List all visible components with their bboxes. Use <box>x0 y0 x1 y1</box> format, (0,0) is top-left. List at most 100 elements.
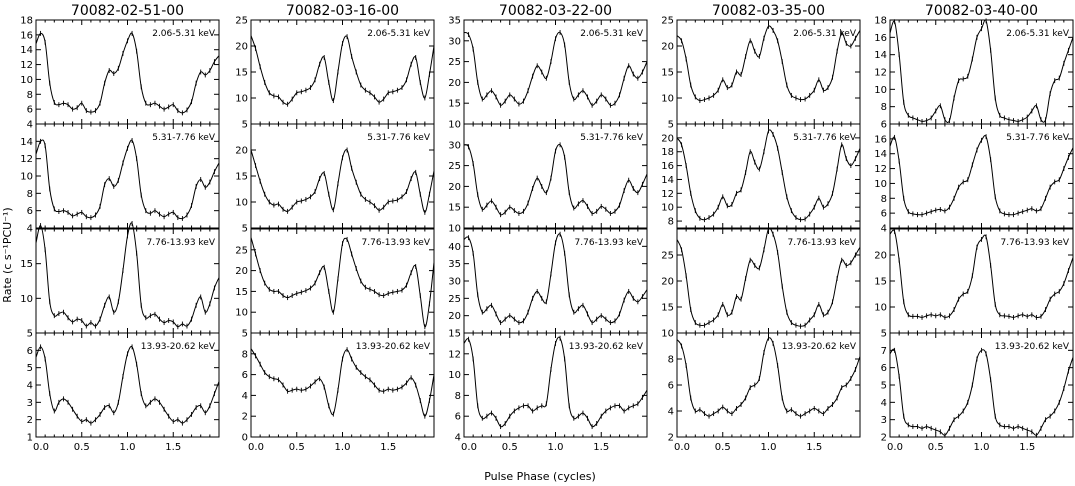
energy-band-label: 13.93-20.62 keV <box>141 342 216 352</box>
y-tick-label: 12 <box>661 189 674 200</box>
y-tick-label: 2 <box>668 433 674 444</box>
x-tick-label: 0.5 <box>928 442 944 453</box>
y-tick-label: 8 <box>881 102 887 113</box>
panel: 10 15 20 25 30 35 2.06-5.31 keV <box>448 16 648 131</box>
y-tick-label: 15 <box>874 277 887 288</box>
y-tick-label: 20 <box>235 266 248 277</box>
pulse-profile-line <box>35 345 220 424</box>
y-tick-label: 25 <box>448 294 461 305</box>
y-tick-label: 16 <box>874 33 887 44</box>
y-tick-label: 30 <box>448 277 461 288</box>
panel: 0 2 4 6 8 0.0 0.5 1.0 1.5 13.93-20.62 keV <box>242 332 435 453</box>
panel: 4 6 8 10 12 14 16 5.31-7.76 keV <box>874 123 1074 235</box>
y-tick-label: 12 <box>20 154 33 165</box>
y-tick-label: 10 <box>20 75 33 86</box>
y-tick-label: 25 <box>448 161 461 172</box>
x-tick-label: 0.5 <box>289 442 305 453</box>
y-tick-label: 14 <box>874 50 887 61</box>
y-tick-label: 10 <box>874 303 887 314</box>
y-tick-label: 7 <box>881 346 887 357</box>
energy-band-label: 5.31-7.76 keV <box>1006 133 1070 143</box>
x-tick-label: 1.5 <box>380 442 396 453</box>
y-tick-label: 25 <box>661 16 674 27</box>
y-tick-label: 10 <box>235 94 248 105</box>
y-tick-label: 20 <box>661 277 674 288</box>
x-tick-label: 0.0 <box>887 442 903 453</box>
y-tick-label: 18 <box>20 16 33 27</box>
energy-band-label: 13.93-20.62 keV <box>569 342 644 352</box>
panel-grid: 4 6 8 10 12 14 16 18 2.06-5.31 keV 4 6 8 10 12 14 5.31-… <box>20 16 1074 453</box>
x-tick-label: 0.0 <box>461 442 477 453</box>
y-tick-label: 10 <box>448 370 461 381</box>
y-tick-label: 20 <box>235 146 248 157</box>
pulse-profile-line <box>250 237 435 328</box>
y-tick-label: 6 <box>668 381 674 392</box>
y-tick-label: 4 <box>881 224 887 235</box>
y-tick-label: 14 <box>874 149 887 160</box>
y-tick-label: 25 <box>235 16 248 27</box>
y-tick-label: 20 <box>448 311 461 322</box>
y-tick-label: 20 <box>661 133 674 144</box>
y-tick-label: 6 <box>881 209 887 220</box>
y-tick-label: 15 <box>20 259 33 270</box>
x-tick-label: 0.0 <box>248 442 264 453</box>
pulse-profile-line <box>250 35 435 105</box>
y-tick-label: 5 <box>27 329 33 340</box>
y-tick-label: 6 <box>242 370 248 381</box>
energy-band-label: 5.31-7.76 keV <box>793 133 857 143</box>
y-tick-label: 3 <box>881 415 887 426</box>
y-tick-label: 2 <box>881 433 887 444</box>
y-tick-label: 15 <box>661 68 674 79</box>
y-tick-label: 35 <box>448 259 461 270</box>
panel: 6 8 10 12 14 16 18 2.06-5.31 keV <box>874 16 1074 131</box>
y-tick-label: 4 <box>242 391 248 402</box>
x-tick-label: 1.5 <box>593 442 609 453</box>
y-tick-label: 12 <box>20 60 33 71</box>
x-tick-label: 1.0 <box>548 442 564 453</box>
y-tick-label: 15 <box>448 99 461 110</box>
y-tick-label: 10 <box>874 179 887 190</box>
y-tick-label: 8 <box>668 355 674 366</box>
x-tick-label: 1.0 <box>120 442 136 453</box>
y-tick-label: 5 <box>27 363 33 374</box>
panel: 10 15 20 25 7.76-13.93 keV <box>661 226 861 340</box>
observation-title: 70082-03-35-00 <box>712 3 825 19</box>
y-tick-label: 10 <box>661 329 674 340</box>
y-tick-label: 4 <box>881 398 887 409</box>
y-tick-label: 25 <box>661 251 674 262</box>
x-tick-label: 1.5 <box>806 442 822 453</box>
pulse-profile-line <box>889 135 1074 216</box>
panel: 2 4 6 8 0.0 0.5 1.0 1.5 13.93-20.62 keV <box>668 332 861 453</box>
energy-band-label: 13.93-20.62 keV <box>356 342 431 352</box>
y-tick-label: 15 <box>448 329 461 340</box>
y-tick-label: 15 <box>448 203 461 214</box>
y-tick-label: 15 <box>235 172 248 183</box>
panel: 5 10 15 20 5.31-7.76 keV <box>235 123 435 235</box>
y-tick-label: 4 <box>27 120 33 131</box>
y-tick-label: 5 <box>242 329 248 340</box>
y-tick-label: 6 <box>881 120 887 131</box>
y-tick-label: 16 <box>20 30 33 41</box>
y-tick-label: 6 <box>881 363 887 374</box>
energy-band-label: 5.31-7.76 keV <box>367 133 431 143</box>
x-tick-label: 1.0 <box>974 442 990 453</box>
y-tick-label: 4 <box>455 433 461 444</box>
y-tick-label: 3 <box>27 398 33 409</box>
panel: 5 10 15 20 7.76-13.93 keV <box>874 228 1074 340</box>
y-tick-label: 8 <box>668 217 674 228</box>
y-tick-label: 15 <box>661 303 674 314</box>
y-tick-label: 10 <box>661 203 674 214</box>
panel: 8 10 12 14 16 18 20 5.31-7.76 keV <box>661 123 861 229</box>
y-tick-label: 10 <box>20 294 33 305</box>
energy-band-label: 2.06-5.31 keV <box>580 29 644 39</box>
x-tick-label: 1.0 <box>335 442 351 453</box>
y-tick-label: 8 <box>27 189 33 200</box>
y-tick-label: 4 <box>27 224 33 235</box>
y-tick-label: 20 <box>235 42 248 53</box>
energy-band-label: 13.93-20.62 keV <box>995 342 1070 352</box>
energy-band-label: 2.06-5.31 keV <box>793 29 857 39</box>
y-axis-title: Rate (c s⁻¹PCU⁻¹) <box>1 207 14 302</box>
y-tick-label: 8 <box>242 349 248 360</box>
y-tick-label: 40 <box>448 242 461 253</box>
energy-band-label: 7.76-13.93 keV <box>362 238 431 248</box>
